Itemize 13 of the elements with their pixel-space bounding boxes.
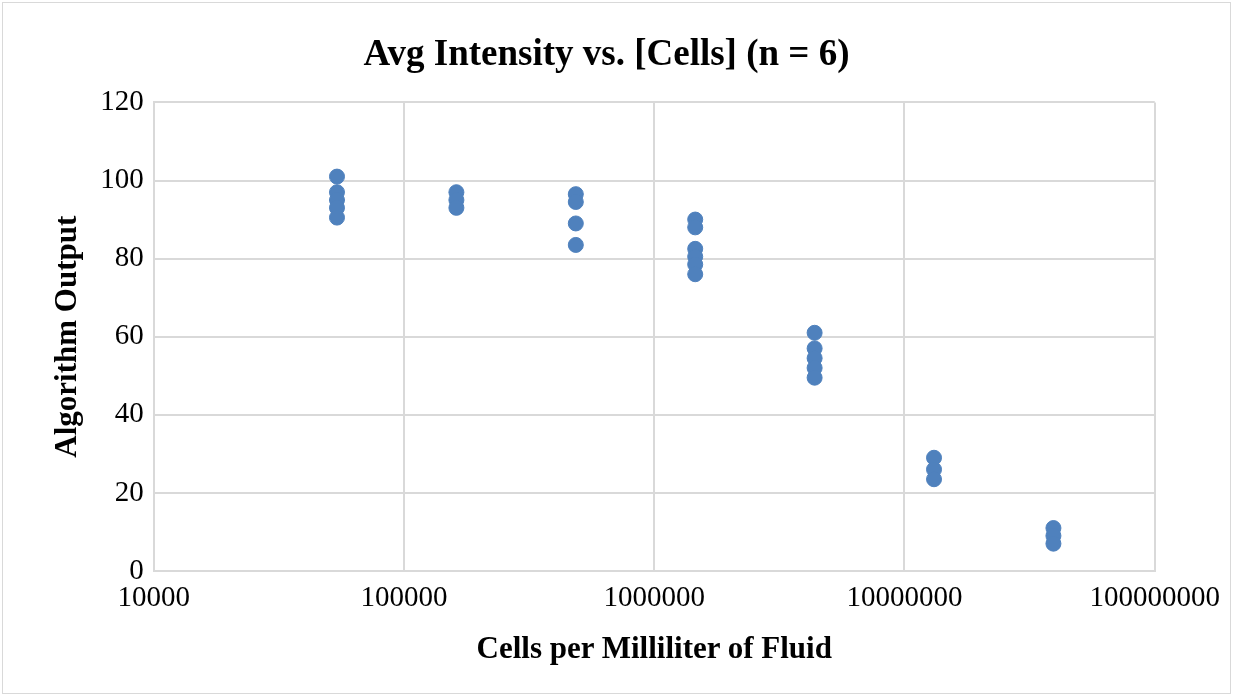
y-tick-label: 80 bbox=[114, 240, 144, 273]
y-tick-label: 120 bbox=[100, 84, 144, 117]
x-axis-title: Cells per Milliliter of Fluid bbox=[476, 630, 832, 666]
y-tick-label: 20 bbox=[114, 474, 144, 507]
y-axis-title: Algorithm Output bbox=[47, 215, 83, 458]
x-tick-label: 100000000 bbox=[1089, 580, 1220, 613]
x-tick-label: 1000000 bbox=[603, 580, 705, 613]
y-tick-label: 40 bbox=[114, 396, 144, 429]
x-tick-label: 10000000 bbox=[846, 580, 963, 613]
y-tick-label: 100 bbox=[100, 162, 144, 195]
chart-title: Avg Intensity vs. [Cells] (n = 6) bbox=[363, 31, 850, 74]
x-tick-label: 100000 bbox=[360, 580, 448, 613]
y-tick-label: 60 bbox=[114, 318, 144, 351]
